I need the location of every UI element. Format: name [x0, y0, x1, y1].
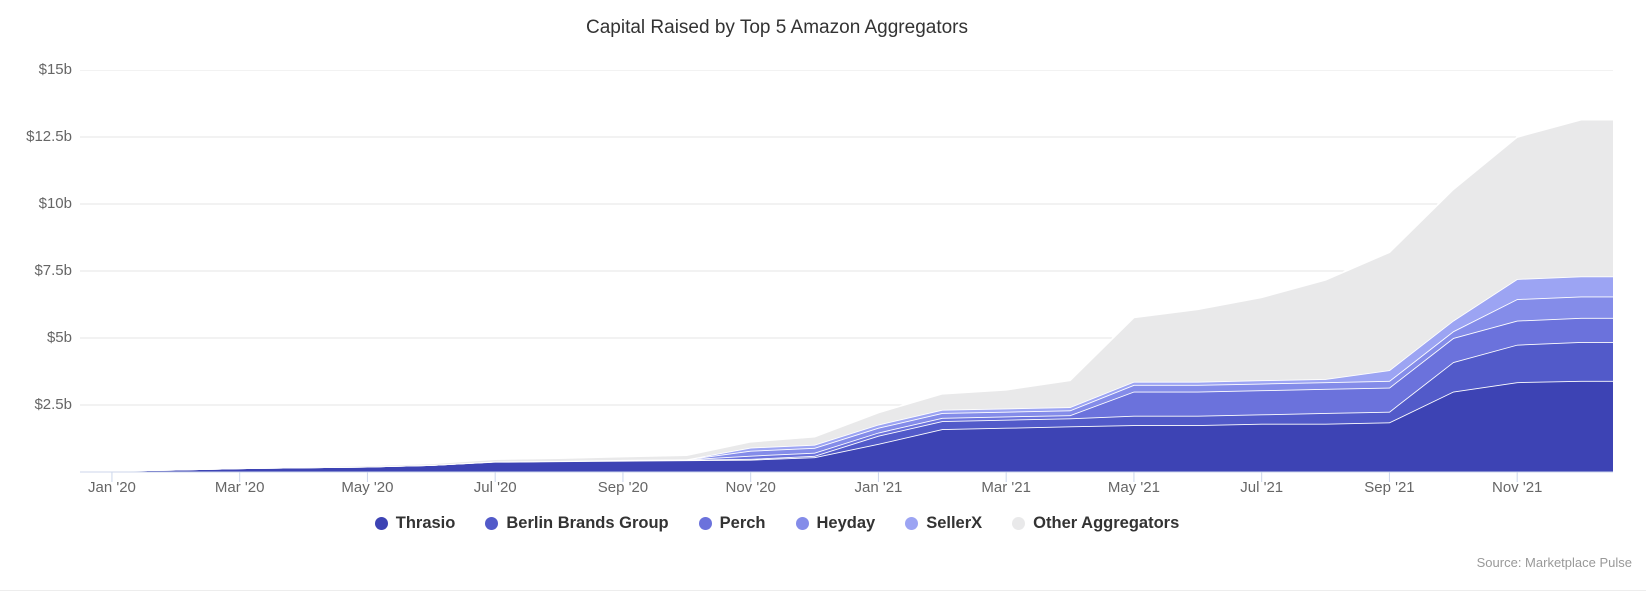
stacked-area-chart[interactable]: [80, 70, 1613, 484]
legend-label: Thrasio: [395, 514, 456, 532]
y-tick-label: $7.5b: [34, 262, 72, 279]
legend: Thrasio Berlin Brands Group Perch Heyday Sel…: [0, 514, 1554, 533]
x-tick-label: Jul '20: [473, 479, 517, 496]
legend-item-sellerx[interactable]: SellerX: [905, 514, 982, 533]
source-credit: Source: Marketplace Pulse: [1476, 555, 1632, 570]
page-divider: [0, 590, 1646, 591]
x-tick-label: May '21: [1107, 479, 1160, 496]
legend-swatch-icon: [485, 517, 499, 530]
x-tick-label: Sep '20: [597, 479, 649, 496]
series-top-edge-other-aggregators: [80, 118, 1613, 472]
y-tick-label: $12.5b: [26, 128, 72, 145]
legend-item-berlin-brands-group[interactable]: Berlin Brands Group: [485, 514, 669, 533]
legend-label: SellerX: [926, 514, 983, 532]
x-tick-label: Nov '21: [1491, 479, 1543, 496]
legend-swatch-icon: [1012, 517, 1026, 530]
x-tick-label: Nov '20: [725, 479, 776, 496]
legend-swatch-icon: [374, 517, 388, 530]
y-tick-label: $15b: [38, 61, 72, 78]
area-series-perch[interactable]: [80, 317, 1613, 471]
legend-item-perch[interactable]: Perch: [698, 514, 766, 533]
x-tick-label: Jan '21: [854, 479, 903, 496]
legend-swatch-icon: [698, 517, 712, 530]
x-tick-label: Jan '20: [87, 479, 136, 496]
y-tick-label: $5b: [46, 329, 72, 346]
chart-title: Capital Raised by Top 5 Amazon Aggregato…: [586, 17, 968, 38]
legend-label: Heyday: [816, 514, 876, 532]
legend-item-thrasio[interactable]: Thrasio: [374, 514, 456, 533]
area-series-thrasio[interactable]: [80, 380, 1613, 472]
area-series-heyday[interactable]: [80, 296, 1613, 471]
x-tick-label: Jul '21: [1240, 479, 1284, 496]
y-tick-label: $10b: [38, 195, 72, 212]
legend-swatch-icon: [905, 517, 919, 530]
x-tick-label: May '20: [341, 479, 394, 496]
legend-item-other-aggregators[interactable]: Other Aggregators: [1012, 514, 1179, 533]
legend-label: Berlin Brands Group: [506, 514, 669, 532]
legend-item-heyday[interactable]: Heyday: [795, 514, 876, 533]
y-tick-label: $2.5b: [34, 396, 72, 413]
x-tick-label: Mar '20: [214, 479, 265, 496]
x-tick-label: Mar '21: [981, 479, 1031, 496]
legend-swatch-icon: [795, 517, 809, 530]
legend-label: Other Aggregators: [1033, 514, 1180, 532]
area-series-other-aggregators[interactable]: [80, 119, 1613, 471]
legend-label: Perch: [719, 514, 766, 532]
x-tick-label: Sep '21: [1364, 479, 1415, 496]
